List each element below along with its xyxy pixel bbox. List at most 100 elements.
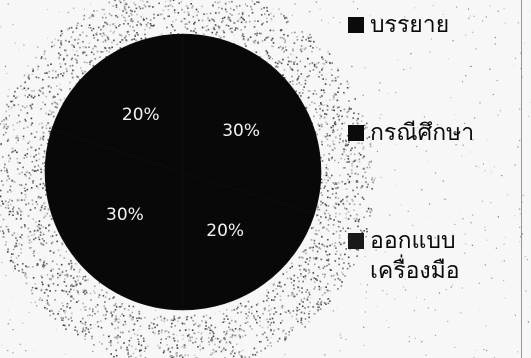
noise-speck — [83, 51, 86, 54]
noise-speck — [335, 187, 337, 190]
noise-speck — [121, 14, 123, 17]
noise-speck — [349, 214, 352, 217]
noise-speck — [225, 332, 228, 335]
noise-speck — [288, 331, 291, 333]
noise-speck — [37, 164, 40, 167]
noise-speck — [47, 64, 49, 67]
noise-speck — [254, 33, 256, 35]
noise-speck — [282, 273, 285, 275]
noise-speck — [20, 199, 23, 201]
noise-speck — [351, 165, 353, 167]
noise-speck — [266, 299, 268, 302]
noise-speck — [100, 320, 102, 322]
noise-speck — [321, 140, 323, 143]
noise-speck — [181, 322, 184, 325]
noise-speck — [78, 293, 80, 295]
noise-speck — [378, 89, 380, 91]
noise-speck — [304, 249, 307, 251]
noise-speck — [504, 297, 506, 299]
noise-speck — [178, 2, 180, 5]
noise-speck — [152, 323, 155, 325]
noise-speck — [486, 239, 488, 241]
noise-speck — [96, 321, 99, 323]
noise-speck — [332, 131, 334, 134]
noise-speck — [187, 7, 189, 9]
noise-speck — [338, 241, 341, 244]
noise-speck — [291, 83, 294, 85]
noise-speck — [62, 305, 64, 307]
noise-speck — [233, 334, 236, 337]
noise-speck — [408, 340, 410, 343]
noise-speck — [43, 216, 45, 219]
noise-speck — [347, 227, 349, 230]
noise-speck — [192, 5, 194, 8]
noise-speck — [301, 48, 303, 50]
noise-speck — [60, 43, 63, 46]
noise-speck — [317, 275, 319, 277]
noise-speck — [25, 203, 27, 206]
noise-speck — [320, 303, 322, 306]
noise-speck — [312, 272, 315, 274]
noise-speck — [326, 283, 329, 285]
noise-speck — [90, 337, 93, 340]
noise-speck — [310, 297, 312, 299]
noise-speck — [357, 220, 360, 223]
noise-speck — [44, 72, 46, 74]
noise-speck — [405, 68, 408, 70]
noise-speck — [327, 144, 329, 147]
noise-speck — [428, 266, 431, 268]
noise-speck — [16, 96, 18, 98]
noise-speck — [334, 121, 336, 123]
noise-speck — [352, 1, 354, 3]
noise-speck — [267, 55, 270, 57]
noise-speck — [244, 322, 247, 324]
noise-speck — [362, 148, 364, 150]
noise-speck — [298, 264, 301, 267]
noise-speck — [19, 209, 21, 211]
noise-speck — [291, 69, 294, 71]
noise-speck — [330, 126, 333, 129]
noise-speck — [46, 8, 48, 11]
noise-speck — [92, 64, 95, 67]
noise-speck — [189, 337, 191, 340]
noise-speck — [394, 263, 396, 265]
noise-speck — [51, 41, 53, 44]
noise-speck — [323, 226, 325, 229]
noise-speck — [85, 279, 87, 281]
noise-speck — [92, 310, 94, 313]
noise-speck — [261, 23, 263, 26]
noise-speck — [255, 51, 258, 53]
noise-speck — [270, 345, 272, 347]
noise-speck — [325, 78, 327, 81]
noise-speck — [120, 331, 122, 334]
noise-speck — [331, 156, 333, 159]
noise-speck — [41, 299, 43, 301]
noise-speck — [270, 18, 273, 20]
noise-speck — [280, 322, 282, 324]
noise-speck — [308, 310, 311, 313]
noise-speck — [365, 177, 367, 179]
noise-speck — [324, 121, 327, 123]
noise-speck — [238, 334, 240, 336]
noise-speck — [305, 270, 307, 272]
noise-speck — [120, 347, 122, 349]
noise-speck — [41, 137, 44, 140]
noise-speck — [4, 244, 7, 246]
noise-speck — [319, 96, 322, 98]
noise-speck — [367, 207, 370, 210]
noise-speck — [51, 274, 54, 277]
noise-speck — [323, 245, 326, 247]
noise-speck — [188, 21, 191, 23]
noise-speck — [356, 119, 358, 121]
noise-speck — [390, 28, 392, 30]
noise-speck — [271, 58, 273, 60]
noise-speck — [248, 15, 250, 17]
noise-speck — [482, 163, 484, 165]
noise-speck — [39, 183, 42, 186]
noise-speck — [37, 229, 39, 232]
noise-speck — [198, 19, 200, 22]
noise-speck — [57, 313, 59, 315]
noise-speck — [368, 161, 371, 163]
noise-speck — [118, 25, 120, 27]
noise-speck — [48, 278, 51, 280]
